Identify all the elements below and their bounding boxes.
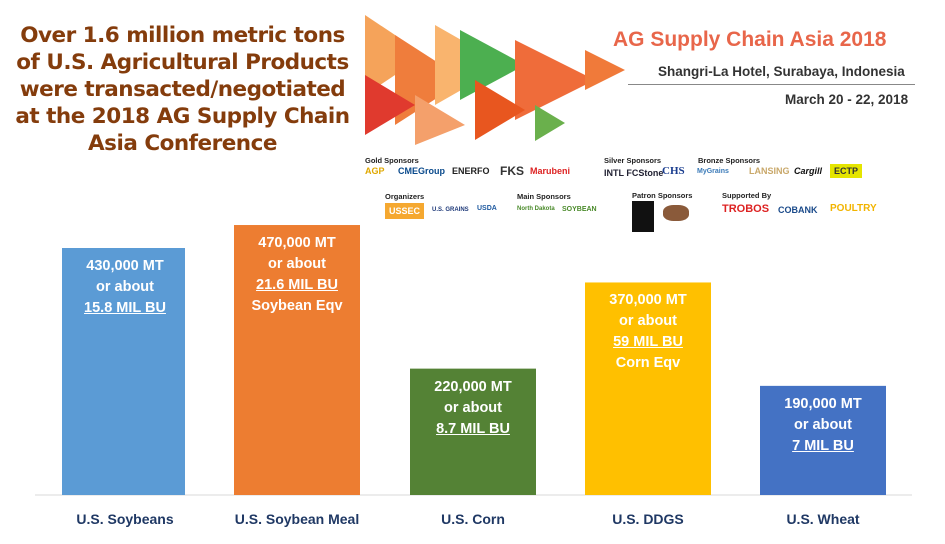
logo-patron-2: [663, 205, 689, 221]
logo-ussec: USSEC: [385, 203, 425, 219]
logo-chs: CHS: [662, 165, 685, 177]
data-label-bu: 7 MIL BU: [792, 437, 854, 454]
bar-data-label: 220,000 MT or about 8.7 MIL BU: [410, 377, 536, 440]
data-label-bu: 15.8 MIL BU: [84, 300, 166, 316]
logo-cargill: Cargill: [794, 166, 823, 176]
logo-mygrains: MyGrains: [697, 168, 729, 175]
data-label-bu: 21.6 MIL BU: [256, 277, 338, 294]
logo-us-grains: U.S. GRAINS: [432, 207, 469, 213]
bar-data-label: 430,000 MT or about 15.8 MIL BU: [62, 256, 188, 319]
logo-poultry: POULTRY: [830, 203, 877, 214]
bronze-sponsors-label: Bronze Sponsors: [698, 156, 761, 165]
bar-data-label: 470,000 MT or about 21.6 MIL BU Soybean Eqv: [234, 233, 360, 317]
event-banner-graphic: [365, 15, 625, 145]
data-label-amount: 220,000 MT: [434, 378, 512, 395]
data-label-amount: 430,000 MT: [86, 258, 164, 274]
data-label-mid: or about: [794, 416, 852, 433]
data-label-amount: 370,000 MT: [609, 292, 687, 309]
event-dates: March 20 - 22, 2018: [785, 92, 909, 107]
logo-intl-fcstone: INTL FCStone: [604, 168, 664, 178]
bar-data-label: 190,000 MT or about 7 MIL BU: [760, 394, 886, 457]
category-label: U.S. Wheat: [786, 511, 860, 527]
category-label: U.S. Soybeans: [76, 511, 174, 527]
bar-4: [585, 282, 711, 495]
data-label-note: Soybean Eqv: [251, 298, 343, 315]
category-label: U.S. Corn: [441, 511, 505, 527]
bar-3: [410, 368, 536, 495]
logo-north-dakota: North Dakota: [517, 206, 555, 212]
logo-trobos: TROBOS: [722, 203, 770, 215]
bar-data-label: 370,000 MT or about 59 MIL BU Corn Eqv: [585, 290, 711, 374]
bar-2: [234, 225, 360, 495]
supported-by-label: Supported By: [722, 191, 772, 200]
data-label-mid: or about: [268, 256, 326, 273]
bar-5: [760, 385, 886, 495]
data-label-mid: or about: [96, 279, 154, 295]
logo-enerfo: ENERFO: [452, 166, 490, 176]
data-label-amount: 470,000 MT: [258, 235, 336, 252]
gold-sponsors-label: Gold Sponsors: [365, 156, 419, 165]
category-label: U.S. DDGS: [612, 511, 684, 527]
bar-1: [62, 248, 185, 495]
event-location: Shangri-La Hotel, Surabaya, Indonesia: [658, 64, 905, 79]
data-label-bu: 8.7 MIL BU: [436, 420, 510, 437]
data-label-mid: or about: [444, 399, 502, 416]
data-label-amount: 190,000 MT: [784, 395, 862, 412]
logo-fks: FKS: [500, 164, 524, 178]
patron-sponsors-label: Patron Sponsors: [632, 191, 693, 200]
headline: Over 1.6 million metric tons of U.S. Agr…: [15, 23, 350, 156]
data-label-bu: 59 MIL BU: [613, 334, 683, 351]
logo-lansing: LANSING: [749, 166, 790, 176]
logo-usda: USDA: [477, 205, 497, 212]
logo-soybean: SOYBEAN: [562, 206, 597, 213]
data-label-note: Corn Eqv: [615, 355, 681, 372]
logo-marubeni: Marubeni: [530, 166, 571, 176]
divider: [628, 84, 915, 85]
logo-ectp: ECTP: [830, 164, 863, 178]
logo-cobank: COBANK: [778, 205, 818, 215]
silver-sponsors-label: Silver Sponsors: [604, 156, 662, 165]
category-label: U.S. Soybean Meal: [234, 511, 360, 527]
data-label-mid: or about: [619, 313, 677, 330]
organizers-label: Organizers: [385, 192, 425, 201]
logo-agp: AGP: [365, 166, 385, 176]
logo-cme: CMEGroup: [398, 166, 445, 176]
event-title: AG Supply Chain Asia 2018: [613, 28, 887, 51]
main-sponsors-label: Main Sponsors: [517, 192, 571, 201]
logo-patron-1: [632, 201, 654, 232]
